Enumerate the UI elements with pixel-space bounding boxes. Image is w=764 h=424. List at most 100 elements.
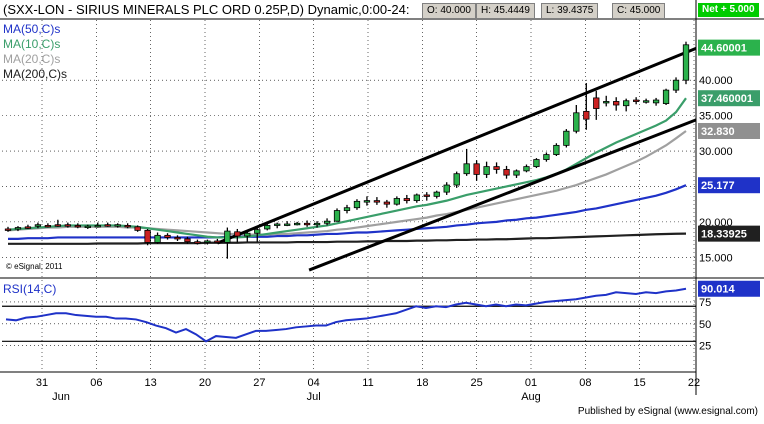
candle-body xyxy=(323,220,331,224)
candle-body xyxy=(672,79,680,91)
candle-body xyxy=(204,240,211,243)
candle-body xyxy=(4,228,12,231)
candle-body xyxy=(194,241,201,244)
rsi-tick-label: 75 xyxy=(699,297,711,309)
legend-ma20: MA(20,C)s xyxy=(3,52,61,66)
candle-body xyxy=(274,223,281,226)
candle-body xyxy=(234,231,241,237)
watermark: © eSignal, 2011 xyxy=(6,262,63,271)
candle-body xyxy=(284,223,291,226)
rsi-tick-label: 50 xyxy=(699,319,711,331)
candle-body xyxy=(54,224,61,227)
candle-body xyxy=(603,101,610,104)
price-box-label-last: 44.60001 xyxy=(701,43,747,55)
candle-body xyxy=(533,159,540,168)
rsi-line xyxy=(5,287,687,343)
rsi-label: RSI(14,C) xyxy=(3,282,57,296)
candle-body xyxy=(613,101,620,106)
date-tick-label: 01 xyxy=(525,377,537,389)
open-value: O: 40.000 xyxy=(422,3,476,19)
date-tick-label: 18 xyxy=(416,377,428,389)
high-value: H: 45.4449 xyxy=(476,3,535,19)
date-tick-label: 22 xyxy=(688,377,700,389)
price-box-label-ma20: 32.830 xyxy=(701,126,735,138)
candle-body xyxy=(303,222,311,226)
candle-body xyxy=(553,144,560,155)
candle-body xyxy=(513,170,520,176)
candle-body xyxy=(423,194,430,197)
candle-body xyxy=(503,169,510,176)
legend-ma200: MA(200,C)s xyxy=(3,67,68,81)
price-box-label-ma50: 25.177 xyxy=(701,180,735,192)
candle-body xyxy=(383,201,391,205)
date-tick-label: 04 xyxy=(308,377,320,389)
candle-body xyxy=(453,173,460,186)
candle-body xyxy=(563,130,570,146)
rsi-value-label: 90.014 xyxy=(701,284,736,296)
price-boxes: 44.60001 37.460001 32.830 25.177 18.33925 xyxy=(698,39,760,242)
chart-title: (SXX-LON - SIRIUS MINERALS PLC ORD 0.25P… xyxy=(3,2,410,17)
price-box-ma10 xyxy=(698,90,760,107)
candle-body xyxy=(343,207,351,211)
candle-body xyxy=(642,100,650,103)
close-value: C: 45.000 xyxy=(612,3,666,19)
candle-body xyxy=(254,229,261,234)
price-box-ma50 xyxy=(698,177,760,194)
candle-body xyxy=(34,224,42,227)
low-value: L: 39.4375 xyxy=(541,3,599,19)
legend-ma10: MA(10,C)s xyxy=(3,37,61,51)
month-label: Jul xyxy=(307,391,321,403)
month-label: Aug xyxy=(521,391,541,403)
candle-body xyxy=(154,234,161,243)
date-tick-label: 11 xyxy=(362,377,373,389)
candle-body xyxy=(373,200,381,203)
candle-body xyxy=(74,225,81,228)
date-tick-label: 31 xyxy=(36,377,48,389)
candle-body xyxy=(593,97,600,109)
price-tick-label: 30.000 xyxy=(699,146,733,158)
rsi-value-box xyxy=(698,280,760,297)
candle-body xyxy=(483,166,490,175)
candle-body xyxy=(224,230,231,243)
price-box-label-ma10: 37.460001 xyxy=(701,93,753,105)
candle-body xyxy=(583,110,590,120)
date-tick-label: 08 xyxy=(579,377,591,389)
price-box-label-ma200: 18.33925 xyxy=(701,229,747,241)
candle-body xyxy=(682,44,690,81)
date-tick-label: 25 xyxy=(471,377,483,389)
candle-body xyxy=(573,112,580,132)
candle-body xyxy=(443,184,450,193)
ma10-line xyxy=(7,97,687,239)
legend-ma50: MA(50,C)s xyxy=(3,22,61,36)
candle-body xyxy=(463,163,470,175)
candle-body xyxy=(523,166,530,172)
candle-body xyxy=(403,198,410,202)
candle-body xyxy=(214,240,221,243)
candle-body xyxy=(174,237,181,240)
upper-trend-line xyxy=(216,46,697,245)
price-box-ma20 xyxy=(698,122,760,139)
ma20-line xyxy=(7,130,687,236)
lower-trend-line xyxy=(308,118,697,272)
moving-averages xyxy=(7,97,687,245)
candle-body xyxy=(124,225,131,228)
candle-body xyxy=(24,226,32,229)
candle-body xyxy=(44,225,52,228)
candle-body xyxy=(543,154,550,160)
candle-body xyxy=(64,224,71,227)
rsi-tick-label: 25 xyxy=(699,341,711,353)
price-box-ma200 xyxy=(698,225,760,242)
price-tick-label: 15.000 xyxy=(699,252,733,264)
candle-body xyxy=(164,234,171,238)
candle-body xyxy=(114,224,121,227)
price-tick-label: 40.000 xyxy=(699,75,733,87)
ma200-line xyxy=(8,232,687,245)
candles xyxy=(4,41,690,259)
candle-body xyxy=(433,191,440,197)
candle-body xyxy=(353,200,361,209)
candle-body xyxy=(144,229,151,243)
